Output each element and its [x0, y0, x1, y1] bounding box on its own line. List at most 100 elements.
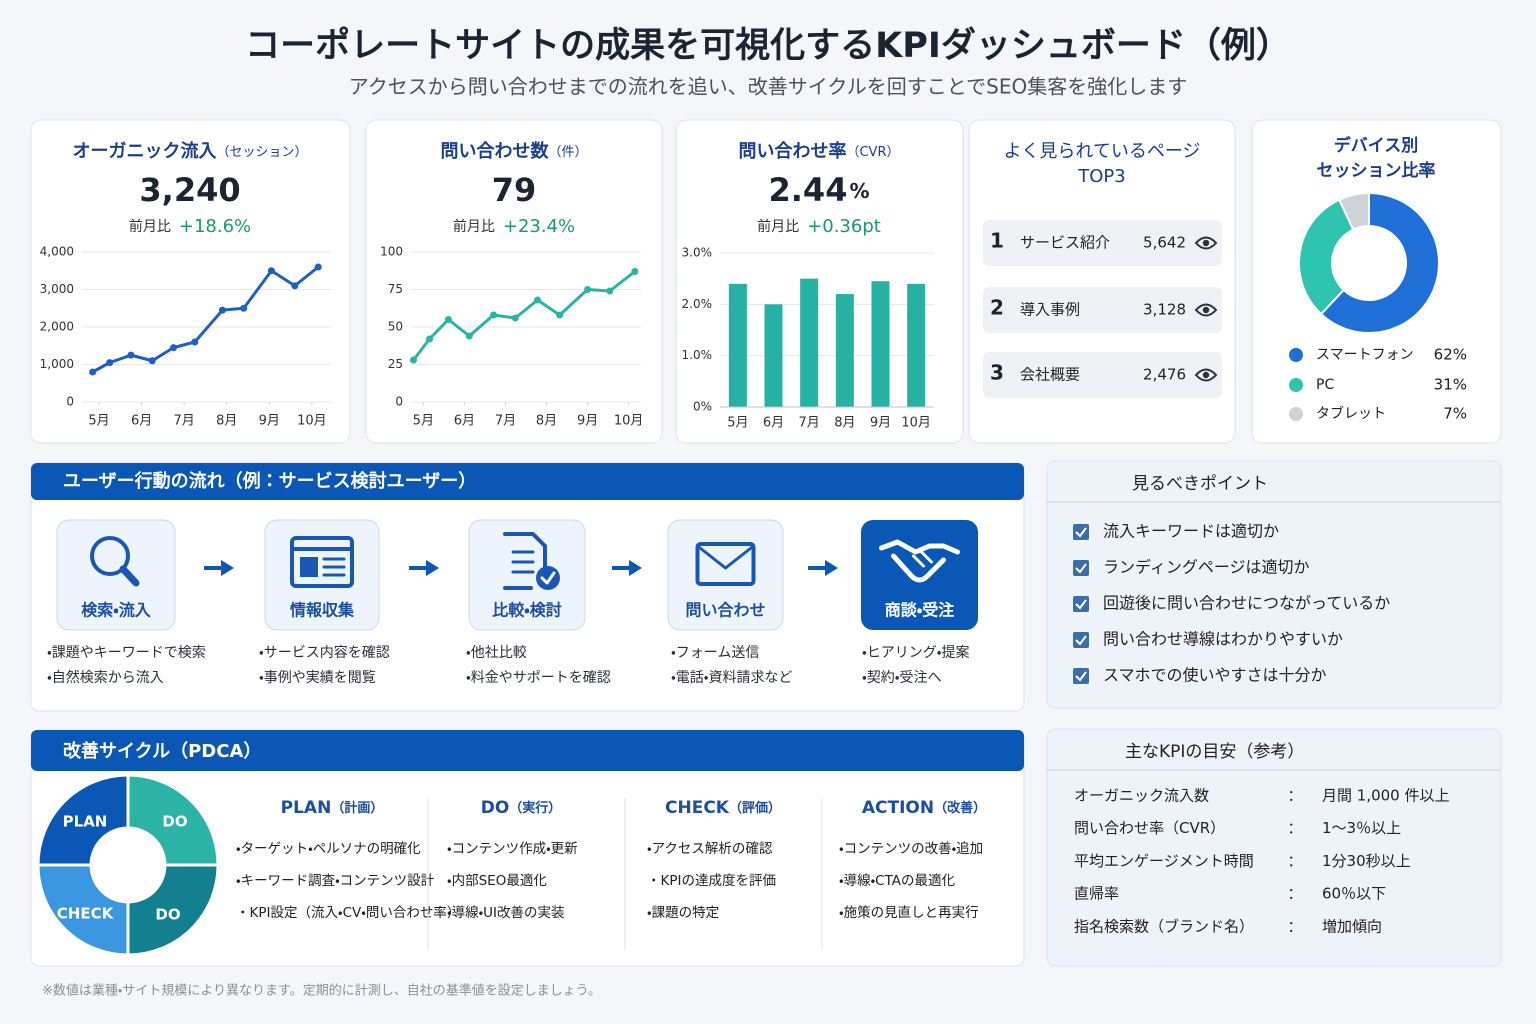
target-name: 直帰率 [1074, 885, 1119, 903]
pdca-column-title: PLAN（計画） [281, 798, 384, 818]
kpi-value: 3,240 [139, 171, 240, 209]
eye-icon [1194, 368, 1218, 382]
step-icon [695, 542, 756, 586]
line-point [409, 356, 417, 364]
kpi-compare: 前月比 +0.36pt [757, 216, 881, 237]
y-tick-label: 50 [388, 320, 403, 334]
compare-label: 前月比 [129, 218, 171, 235]
eye-icon [1194, 236, 1218, 250]
line-point [631, 268, 639, 275]
page-rank: 3 [990, 361, 1004, 385]
eye-pupil [1202, 306, 1210, 314]
pdca-item: ・導線・CTAの最適化 [839, 873, 956, 889]
cycle-label: PLAN [63, 813, 108, 831]
line-point [240, 304, 248, 312]
checkmark [1075, 635, 1087, 646]
kpi-change: +23.4% [503, 216, 575, 237]
line-point [465, 332, 473, 340]
x-tick-label: 10月 [614, 414, 644, 429]
y-tick-label: 4,000 [40, 245, 74, 259]
x-tick-label: 9月 [870, 416, 891, 431]
step-label: 商談・受注 [885, 601, 954, 620]
step-icon [290, 536, 354, 588]
kpi-compare: 前月比 +18.6% [129, 216, 251, 237]
pie-title: セッション比率 [1317, 160, 1436, 181]
x-tick-label: 7月 [495, 414, 516, 429]
flow-arrow-head [825, 560, 838, 576]
page-row [983, 220, 1222, 266]
pdca-item: ・ターゲット・ペルソナの明確化 [236, 841, 421, 857]
pdca-column-name: DO [481, 798, 510, 818]
kpi-change: +0.36pt [807, 216, 881, 237]
card [675, 119, 964, 444]
cycle-segment [126, 863, 220, 957]
checkmark [1075, 599, 1087, 610]
kpi-unit: （セッション） [216, 145, 307, 160]
icon-part [90, 536, 130, 576]
pdca-column-name: PLAN [281, 798, 332, 818]
page-views: 2,476 [1143, 366, 1186, 384]
kpi-title: 問い合わせ数（件） [440, 140, 587, 162]
target-separator: ： [1287, 885, 1302, 903]
donut-segment [1319, 191, 1440, 334]
x-tick-label: 6月 [763, 416, 784, 431]
pdca-column-sub: （改善） [934, 800, 986, 816]
eye-pupil [1202, 239, 1210, 247]
step-label: 問い合わせ [685, 601, 765, 620]
top-pages-title: よく見られているページ [1003, 141, 1200, 162]
pdca-item: ・コンテンツの改善・追加 [839, 840, 983, 857]
icon-part [300, 557, 318, 577]
target-value: 増加傾向 [1322, 917, 1382, 935]
icon-part [891, 553, 946, 583]
eye-icon [1194, 303, 1218, 317]
icon-part [879, 539, 960, 555]
pdca-header [31, 730, 1024, 771]
page-name: 導入事例 [1020, 301, 1080, 319]
pdca-item: ・導線・UI改善の実装 [447, 904, 565, 921]
bar [764, 304, 783, 407]
icon-part [536, 566, 560, 590]
line-point [511, 314, 519, 322]
kpi-title: 問い合わせ率（CVR） [738, 140, 899, 162]
target-value: 60％以下 [1322, 885, 1386, 903]
y-tick-label: 0 [395, 395, 403, 409]
step-icon [879, 539, 960, 583]
x-tick-label: 5月 [88, 414, 109, 429]
x-tick-label: 8月 [536, 414, 557, 429]
targets-panel [1046, 728, 1502, 967]
checkbox [1073, 668, 1089, 684]
legend-value: 7% [1443, 405, 1467, 423]
targets-title: 主なKPIの目安（参考） [1125, 742, 1304, 762]
point-item: 問い合わせ導線はわかりやすいか [1103, 630, 1343, 649]
compare-label: 前月比 [757, 218, 799, 235]
step-item: ・自然検索から流入 [47, 669, 164, 686]
footnote: ※数値は業種・サイト規模により異なります。定期的に計測し、自社の基準値を設定しま… [42, 983, 601, 999]
eye-pupil [1202, 371, 1210, 379]
x-tick-label: 8月 [834, 416, 855, 431]
y-tick-label: 3.0% [682, 246, 713, 260]
kpi-value-line: 2.44% [769, 171, 870, 209]
line-point [267, 267, 275, 275]
x-tick-label: 6月 [454, 414, 475, 429]
point-item: 流入キーワードは適切か [1103, 522, 1279, 541]
kpi-title-text: 問い合わせ率 [738, 140, 846, 162]
cycle-segment [36, 863, 130, 957]
page-row [983, 287, 1222, 333]
kpi-title-text: オーガニック流入 [72, 141, 217, 162]
pdca-title: 改善サイクル（PDCA） [63, 740, 261, 762]
target-separator: ： [1287, 852, 1302, 870]
y-tick-label: 75 [388, 282, 403, 296]
target-name: 問い合わせ率（CVR） [1074, 819, 1225, 837]
kpi-value: 79 [492, 171, 537, 209]
point-item: スマホでの使いやすさは十分か [1103, 666, 1327, 685]
line-point [444, 316, 452, 323]
kpi-value-line: 3,240 [139, 171, 240, 209]
legend-value: 31% [1434, 376, 1467, 394]
step-item: ・他社比較 [466, 645, 527, 661]
target-separator: ： [1287, 787, 1302, 805]
cycle-label: CHECK [57, 905, 115, 923]
line-point [170, 344, 178, 352]
line-point [89, 368, 97, 376]
y-tick-label: 0 [66, 395, 74, 409]
step-item: ・フォーム送信 [671, 645, 759, 661]
